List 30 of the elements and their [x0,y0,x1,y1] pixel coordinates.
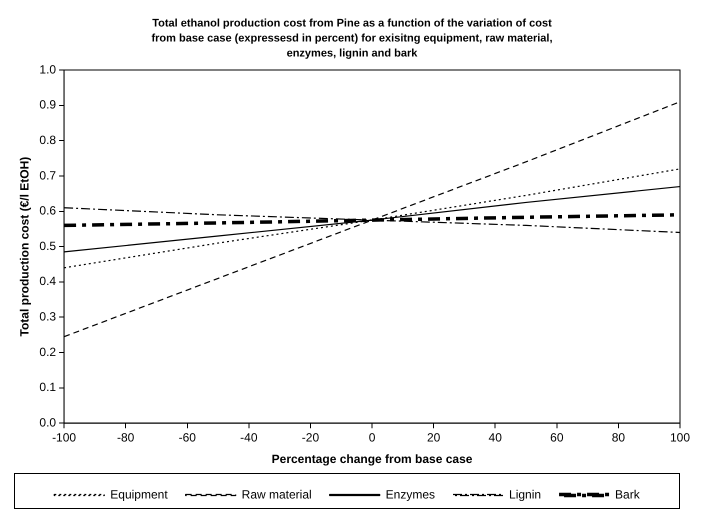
x-tick-label: -40 [240,430,258,445]
x-tick-label: 60 [550,430,564,445]
y-tick-label: 0.8 [39,132,56,147]
y-tick-label: 0.2 [39,344,56,359]
y-tick-label: 0.6 [39,204,56,218]
legend-label: Equipment [110,487,168,502]
x-tick-label: -20 [302,430,320,445]
legend-label: Bark [615,487,641,502]
y-tick-label: 0.9 [39,98,56,112]
x-tick-label: 100 [670,430,690,445]
chart-title: Total ethanol production cost from Pine as a function of the variation of cost from base case (expressesd in percent) for exisitng equipment, raw material, enzymes, lignin and bark [151,18,553,60]
y-tick-label: 0.7 [39,168,56,182]
y-tick-label: 0.1 [39,380,56,394]
x-axis-title: Percentage change from base case [272,452,473,466]
legend-label: Enzymes [386,487,436,502]
y-tick-label: 0.3 [39,310,56,324]
x-tick-label: -100 [52,430,76,445]
legend-label: Lignin [509,487,542,502]
x-tick-label: 40 [488,430,502,445]
x-tick-label: 0 [368,430,376,445]
x-tick-label: -60 [178,430,196,445]
y-axis-title: Total production cost (€/l EtOH) [18,156,32,336]
y-tick-label: 0.0 [39,416,56,430]
y-tick-label: 0.4 [39,274,56,288]
y-tick-label: 0.5 [39,238,56,253]
x-tick-label: 80 [612,430,626,445]
x-tick-label: -80 [117,430,135,445]
legend-label: Raw material [242,487,312,502]
y-tick-label: 1.0 [39,62,56,76]
x-tick-label: 20 [426,430,441,445]
